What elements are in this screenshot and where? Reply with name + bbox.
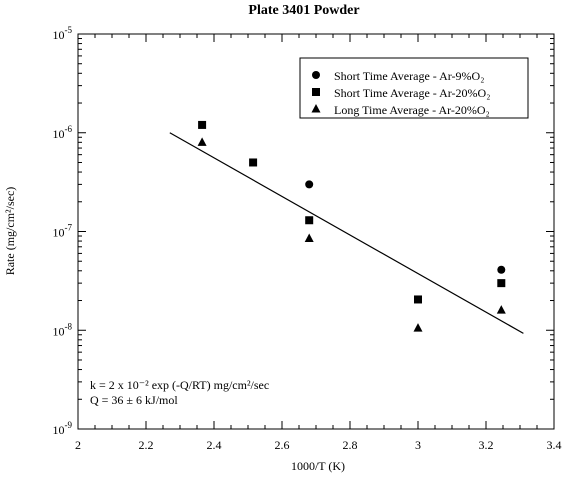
y-tick-label: 10-6 <box>53 124 73 141</box>
y-tick-label: 10-9 <box>53 420 73 437</box>
plot-area: 2 2.2 2.4 2.6 2.8 3 3.2 3.4 10-9 10-8 10-7 10-6 10-5 <box>53 25 562 452</box>
legend: Short Time Average - Ar-9%O₂ Short Time A… <box>299 57 529 119</box>
y-tick-label: 10-5 <box>53 25 73 42</box>
chart-title: Plate 3401 Powder <box>248 3 359 18</box>
annotation-activation-energy: Q = 36 ± 6 kJ/mol <box>90 393 178 407</box>
data-point-triangle <box>413 323 423 332</box>
data-point-square <box>414 295 422 304</box>
x-tick-label: 2.6 <box>275 438 290 452</box>
data-point-square <box>198 120 207 129</box>
x-tick-label: 3 <box>415 438 421 452</box>
legend-marker-triangle <box>311 104 321 113</box>
fit-line <box>169 132 524 334</box>
y-tick-label: 10-7 <box>53 223 73 240</box>
x-tick-label: 2 <box>75 438 81 452</box>
x-tick-label: 3.2 <box>479 438 494 452</box>
x-axis-label: 1000/T (K) <box>291 459 345 473</box>
data-point-triangle <box>304 233 314 242</box>
x-tick-label: 2.8 <box>343 438 358 452</box>
x-tick-label: 3.4 <box>547 438 562 452</box>
data-point-circle <box>497 265 506 274</box>
legend-label: Short Time Average - Ar-20%O₂ <box>334 86 490 100</box>
data-point-square <box>249 158 258 167</box>
data-point-square <box>497 279 506 288</box>
data-point-triangle <box>197 137 207 146</box>
y-tick-label: 10-8 <box>53 321 73 338</box>
legend-marker-square <box>312 88 320 96</box>
legend-label: Short Time Average - Ar-9%O₂ <box>334 69 484 83</box>
data-point-triangle <box>496 305 506 314</box>
legend-marker-circle <box>312 71 320 79</box>
y-axis-label: Rate (mg/cm²/sec) <box>3 187 17 276</box>
x-tick-label: 2.4 <box>207 438 222 452</box>
data-point-circle <box>305 180 314 189</box>
x-tick-label: 2.2 <box>139 438 154 452</box>
legend-label: Long Time Average - Ar-20%O₂ <box>334 103 490 117</box>
legend-box <box>299 57 529 119</box>
annotation-rate-equation: k = 2 x 10⁻² exp (-Q/RT) mg/cm²/sec <box>90 378 269 392</box>
data-point-square <box>305 216 314 225</box>
